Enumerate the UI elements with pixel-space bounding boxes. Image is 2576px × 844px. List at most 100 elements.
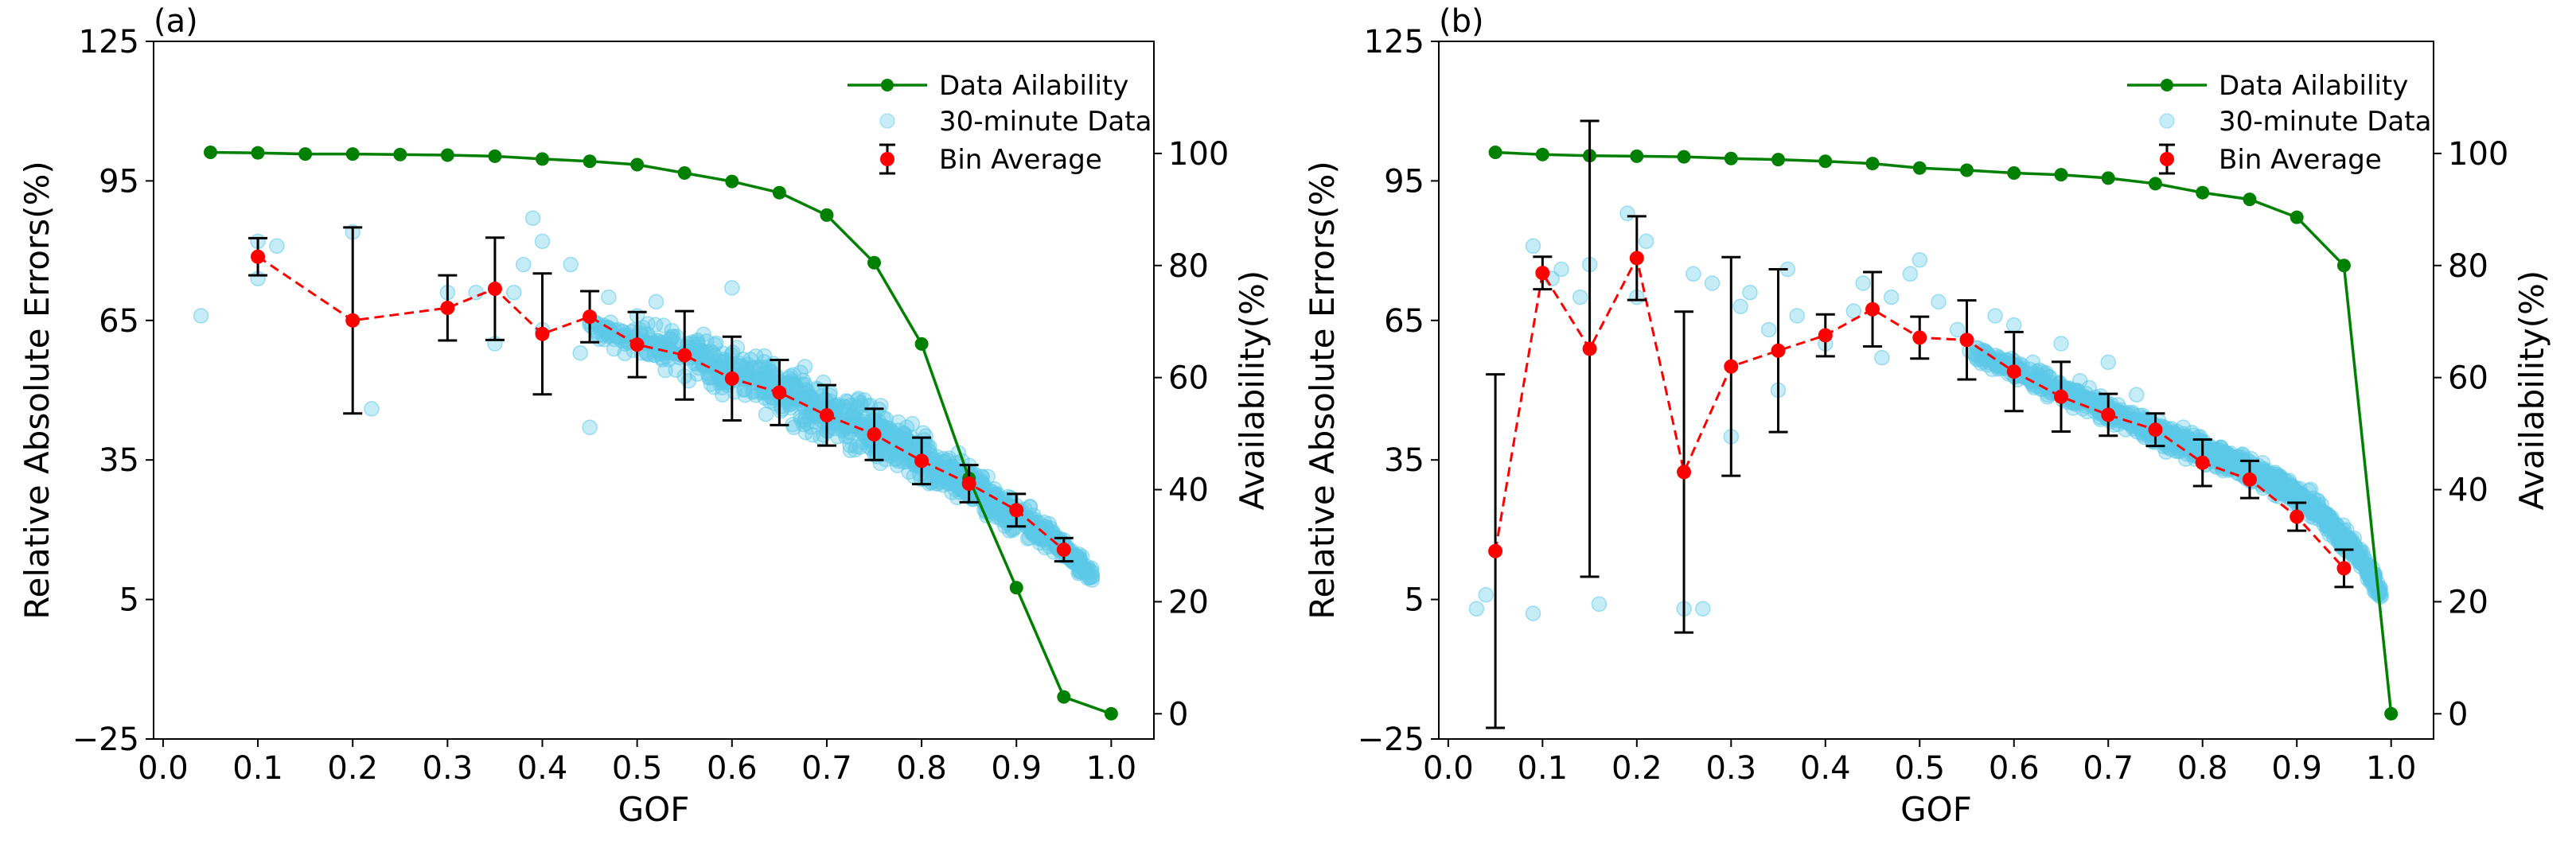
x-axis-title-a: GOF	[618, 790, 690, 829]
scatter-point	[895, 426, 912, 441]
scatter-point	[1572, 289, 1588, 305]
y-tick-label: 95	[99, 163, 139, 200]
panel-b: 0.0 0.1 0.2 0.3 0.4 0.5 0.6 0.7 0.8 0.9 1.0 −25 5 35…	[1303, 3, 2551, 829]
x-tick-label: 0.4	[517, 750, 568, 787]
bin-average-point	[2006, 364, 2021, 379]
scatter-point	[706, 379, 723, 395]
scatter-point	[797, 359, 813, 375]
availability-point	[1960, 163, 1974, 177]
availability-point	[440, 148, 454, 162]
availability-point	[820, 208, 834, 222]
x-tick-label: 0.4	[1800, 750, 1851, 787]
bin-average-line	[257, 255, 1065, 551]
bin-average-point	[1056, 543, 1071, 558]
x-ticks-b: 0.0 0.1 0.2 0.3 0.4 0.5 0.6 0.7 0.8 0.9 1.0	[1423, 739, 2416, 787]
scatter-point	[2333, 539, 2349, 555]
scatter-point	[748, 348, 764, 364]
y-right-tick-label: 80	[1168, 248, 1209, 285]
y-tick-label: 35	[99, 442, 139, 479]
scatter-point	[947, 481, 963, 498]
availability-point	[2243, 193, 2257, 207]
availability-point	[1488, 145, 1502, 159]
availability-point	[2336, 259, 2351, 273]
bin-average-point	[487, 282, 502, 297]
bin-average-point	[2242, 472, 2257, 487]
x-tick-label: 0.2	[327, 750, 378, 787]
scatter-point	[572, 344, 588, 361]
availability-point	[488, 149, 502, 163]
scatter-point	[1969, 340, 1985, 356]
bin-average-point	[1959, 333, 1974, 348]
bin-average-point	[1009, 503, 1024, 518]
scatter-point	[684, 334, 700, 350]
scatter-point	[663, 331, 680, 348]
y-tick-label: 5	[119, 582, 139, 619]
y-tick-label: 35	[1384, 442, 1424, 479]
legend-bin-marker	[2160, 152, 2174, 166]
scatter-point	[2254, 461, 2271, 476]
scatter-point	[193, 308, 209, 324]
x-tick-label: 0.2	[1611, 750, 1662, 787]
legend-availability-marker	[881, 79, 894, 91]
y-right-tick-label: 20	[2448, 584, 2488, 620]
legend-b: Data Ailability 30-minute Data Bin Avera…	[2127, 70, 2431, 176]
scatter-point	[989, 508, 1005, 524]
y-right-tick-label: 40	[1168, 473, 1209, 509]
scatter-point	[733, 358, 749, 374]
scatter-point	[1949, 321, 1966, 338]
scatter-point	[1742, 284, 1758, 301]
scatter-point	[1525, 238, 1541, 255]
bin-average-point	[1865, 301, 1880, 317]
availability-point	[345, 147, 360, 161]
availability-line	[210, 150, 1112, 715]
scatter-point	[1987, 308, 2003, 324]
legend-scatter-marker	[879, 113, 895, 129]
availability-point	[1771, 153, 1786, 167]
bin-average-point	[1912, 330, 1927, 345]
bin-average-point	[345, 313, 360, 328]
bin-average-point	[583, 309, 598, 325]
x-tick-label: 1.0	[2366, 750, 2417, 787]
availability-point	[393, 147, 407, 161]
x-tick-label: 0.5	[612, 750, 663, 787]
scatter-point	[803, 390, 819, 406]
scatter-point	[815, 374, 832, 391]
availability-point	[725, 174, 739, 189]
scatter-point	[927, 463, 944, 480]
bin-average-point	[1488, 543, 1503, 558]
scatter-point	[1468, 601, 1485, 617]
scatter-point	[1931, 294, 1947, 310]
x-tick-label: 0.7	[801, 750, 852, 787]
scatter-point	[707, 336, 723, 353]
x-tick-label: 0.9	[991, 750, 1042, 787]
y-right-tick-label: 100	[2448, 136, 2508, 173]
availability-point	[1057, 690, 1071, 704]
scatter-point	[1912, 252, 1928, 268]
x-tick-label: 0.6	[707, 750, 758, 787]
availability-point	[2101, 171, 2115, 185]
bin-average-point	[2053, 389, 2068, 404]
scatter-point	[534, 233, 551, 250]
legend-bin-label: Bin Average	[2219, 144, 2382, 176]
x-tick-label: 0.8	[2177, 750, 2228, 787]
availability-point	[630, 158, 645, 172]
legend-availability-label: Data Ailability	[2219, 70, 2408, 102]
y-right-tick-label: 40	[2448, 473, 2488, 509]
scatter-point	[1638, 233, 1654, 250]
availability-point	[251, 146, 265, 160]
scatter-point	[836, 403, 853, 418]
bin-average-point	[2290, 509, 2305, 524]
scatter-point	[1619, 205, 1635, 222]
bin-average-layer-a	[248, 226, 1074, 563]
scatter-point	[784, 376, 801, 393]
availability-point	[583, 154, 597, 169]
scatter-point	[648, 294, 664, 310]
availability-point	[867, 255, 882, 270]
scatter-point	[2053, 336, 2069, 352]
availability-point	[1104, 706, 1118, 721]
y-right-tick-label: 0	[2448, 696, 2468, 733]
y-right-tick-label: 60	[1168, 360, 1209, 397]
availability-point	[2196, 185, 2210, 200]
bin-average-point	[1535, 266, 1550, 281]
